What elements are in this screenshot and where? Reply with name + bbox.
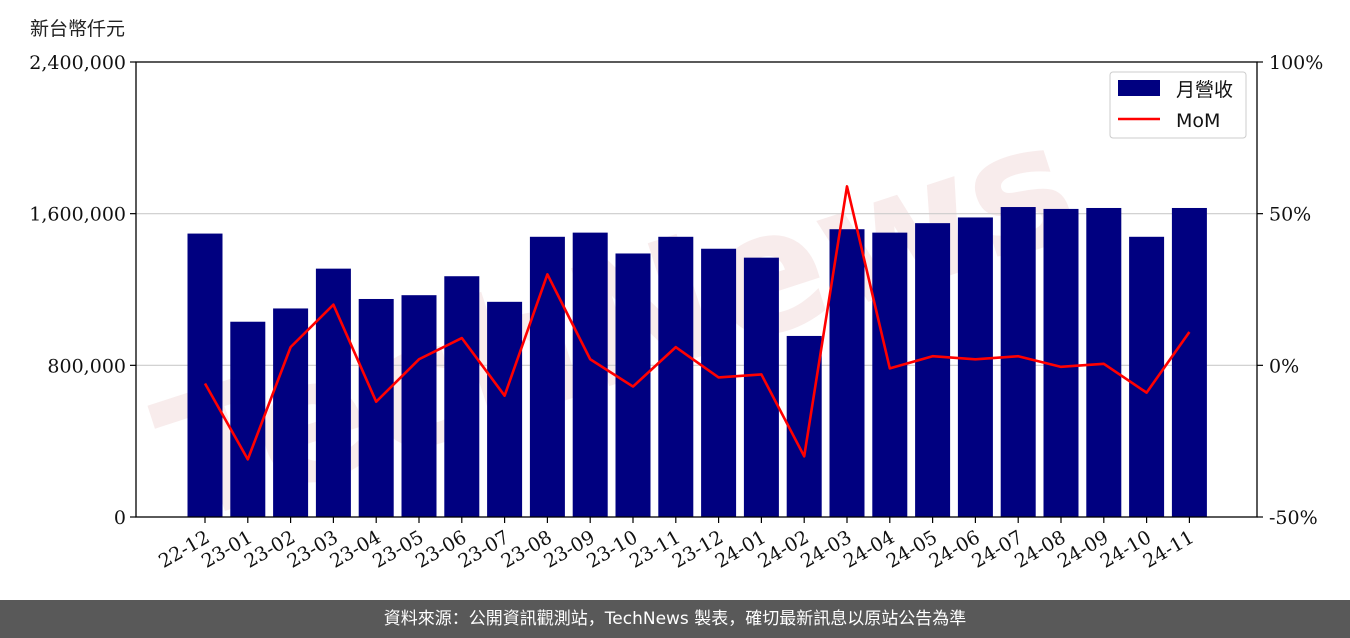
revenue-bar [315, 268, 351, 517]
revenue-chart: TechNews 0800,0001,600,0002,400,000-50%0… [29, 52, 1323, 573]
plot-frame [135, 61, 1258, 518]
revenue-bar [230, 321, 266, 517]
revenue-bar [957, 217, 993, 518]
revenue-bar [187, 233, 223, 517]
right-tick-label: 50% [1269, 204, 1311, 226]
revenue-bar [1086, 207, 1122, 517]
right-tick-label: -50% [1269, 507, 1318, 529]
mom-line [203, 185, 1191, 461]
right-tick-label: 100% [1269, 52, 1323, 74]
revenue-bar [872, 232, 908, 517]
revenue-bar [829, 229, 865, 517]
legend: 月營收 MoM [1109, 71, 1247, 139]
bars-series [187, 207, 1207, 518]
legend-label-mom: MoM [1176, 110, 1220, 132]
revenue-bar [358, 298, 394, 517]
legend-swatch-bar [1118, 80, 1160, 96]
revenue-bar [743, 257, 779, 517]
left-tick-label: 0 [114, 507, 126, 529]
revenue-bar [401, 295, 437, 517]
revenue-bar [572, 232, 608, 517]
revenue-bar [786, 335, 822, 517]
revenue-bar [487, 301, 523, 517]
revenue-bar [1000, 207, 1036, 517]
revenue-bar [658, 236, 694, 517]
left-tick-label: 800,000 [47, 355, 126, 377]
revenue-bar [701, 248, 737, 518]
footer-source-note: 資料來源：公開資訊觀測站，TechNews 製表，確切最新訊息以原站公告為準 [0, 600, 1350, 638]
x-tick-label: 24-11 [1139, 526, 1197, 572]
revenue-bar [915, 223, 951, 518]
left-tick-label: 2,400,000 [29, 52, 126, 74]
y-axis-unit-label: 新台幣仟元 [30, 18, 126, 40]
right-tick-label: 0% [1269, 355, 1299, 377]
revenue-bar [1171, 207, 1207, 517]
legend-label-revenue: 月營收 [1176, 79, 1233, 101]
mom-line-series [203, 185, 1191, 461]
left-tick-label: 1,600,000 [29, 204, 126, 226]
revenue-bar [444, 276, 480, 517]
revenue-bar [529, 236, 565, 517]
revenue-bar [273, 308, 309, 517]
